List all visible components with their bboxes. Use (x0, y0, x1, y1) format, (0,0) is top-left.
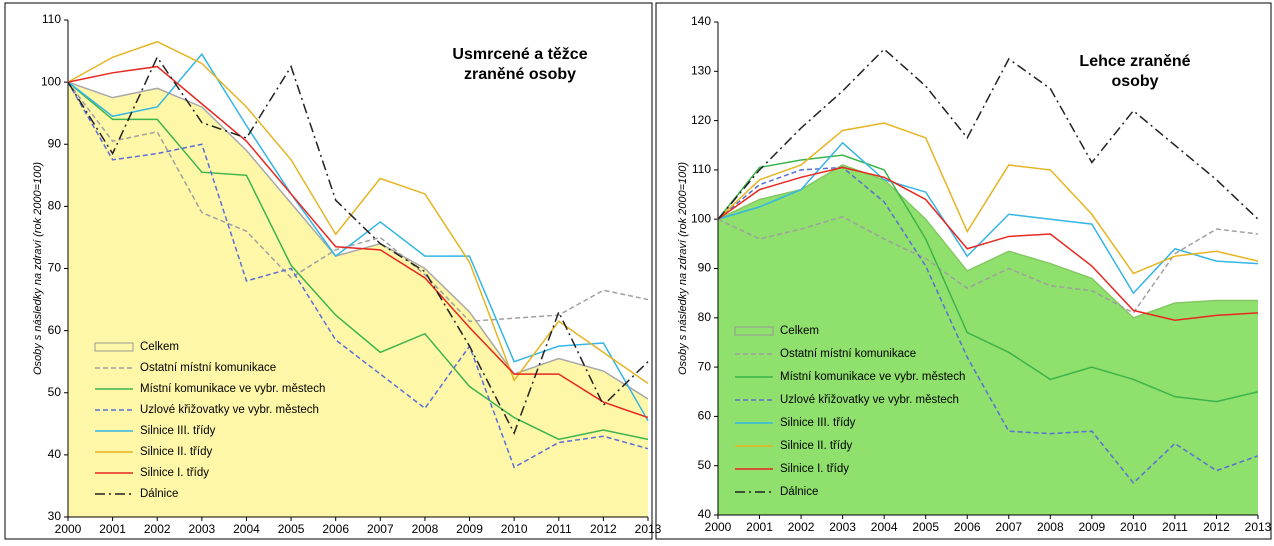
x-tick-label: 2011 (1162, 520, 1188, 534)
y-tick-label: 80 (698, 310, 712, 324)
area (718, 164, 1258, 515)
area-outline (67, 81, 649, 400)
x-tick-label: 2011 (546, 522, 572, 536)
legend-label: Místní komunikace ve vybr. městech (140, 383, 325, 395)
line (67, 81, 649, 469)
y-tick-label: 100 (41, 74, 61, 88)
y-tick-label: 80 (48, 199, 62, 213)
y-axis-label: Osoby s následky na zdraví (rok 2000=100… (32, 162, 44, 375)
line (717, 166, 1259, 485)
legend-label: Ostatní místní komunikace (140, 362, 276, 374)
y-tick-label: 70 (48, 261, 62, 275)
x-tick-label: 2008 (412, 522, 439, 536)
legend-label: Dálnice (780, 486, 818, 498)
legend-label: Silnice II. třídy (780, 440, 852, 452)
chart-title: zraněné osoby (464, 66, 576, 83)
x-tick-label: 2000 (55, 522, 82, 536)
area (68, 82, 648, 517)
x-tick-label: 2012 (1203, 520, 1230, 534)
x-tick-label: 2012 (590, 522, 617, 536)
line (67, 65, 649, 419)
y-tick-label: 110 (42, 12, 61, 26)
line (67, 81, 649, 441)
x-tick-label: 2008 (1037, 520, 1064, 534)
legend-label: Celkem (140, 341, 179, 353)
x-tick-label: 2009 (1078, 520, 1105, 534)
x-tick-label: 2010 (1120, 520, 1147, 534)
y-tick-label: 40 (698, 507, 712, 521)
legend-label: Silnice III. třídy (780, 417, 856, 429)
line (717, 215, 1259, 314)
y-tick-label: 120 (691, 113, 711, 127)
legend-label: Uzlové křižovatky ve vybr. městech (780, 394, 959, 406)
legend-label: Místní komunikace ve vybr. městech (780, 371, 965, 383)
x-tick-label: 2000 (705, 520, 732, 534)
y-tick-label: 100 (691, 211, 711, 225)
x-tick-label: 2007 (367, 522, 394, 536)
y-tick-label: 90 (698, 261, 712, 275)
line (717, 141, 1259, 295)
line (717, 122, 1259, 275)
x-tick-label: 2004 (233, 522, 260, 536)
legend-label: Celkem (780, 325, 819, 337)
legend-label: Uzlové křižovatky ve vybr. městech (140, 404, 319, 416)
y-tick-label: 50 (48, 385, 62, 399)
x-tick-label: 2006 (322, 522, 349, 536)
legend-label: Silnice I. třídy (780, 463, 849, 475)
x-tick-label: 2004 (871, 520, 898, 534)
line (67, 52, 649, 422)
line (717, 48, 1259, 220)
x-tick-label: 2001 (99, 522, 126, 536)
y-tick-label: 70 (698, 359, 712, 373)
x-tick-label: 2001 (746, 520, 773, 534)
legend-label: Silnice II. třídy (140, 446, 212, 458)
y-tick-label: 40 (48, 447, 62, 461)
chart-title: osoby (1111, 73, 1158, 90)
y-tick-label: 30 (48, 509, 62, 523)
y-tick-label: 50 (698, 458, 712, 472)
legend-swatch (94, 342, 134, 352)
x-tick-label: 2003 (829, 520, 856, 534)
y-tick-label: 60 (48, 323, 62, 337)
chart-title: Usmrcené a těžce (452, 46, 587, 63)
x-tick-label: 2002 (144, 522, 171, 536)
legend-label: Silnice III. třídy (140, 425, 216, 437)
legend-swatch (734, 326, 774, 336)
x-tick-label: 2010 (501, 522, 528, 536)
line (67, 81, 649, 323)
y-tick-label: 130 (691, 63, 711, 77)
line (67, 55, 649, 435)
y-axis-label: Osoby s následky na zdraví (rok 2000=100… (677, 162, 689, 375)
y-tick-label: 110 (692, 162, 711, 176)
x-tick-label: 2013 (1245, 520, 1272, 534)
chart-title: Lehce zraněné (1079, 53, 1190, 70)
x-tick-label: 2002 (788, 520, 815, 534)
x-tick-label: 2007 (995, 520, 1022, 534)
x-tick-label: 2013 (635, 522, 662, 536)
y-tick-label: 60 (698, 409, 712, 423)
x-tick-label: 2005 (912, 520, 939, 534)
x-tick-label: 2006 (954, 520, 981, 534)
legend-label: Dálnice (140, 488, 178, 500)
y-tick-label: 90 (48, 136, 62, 150)
area-outline (717, 164, 1258, 319)
x-tick-label: 2009 (456, 522, 483, 536)
legend-label: Ostatní místní komunikace (780, 348, 916, 360)
legend-label: Silnice I. třídy (140, 467, 209, 479)
x-tick-label: 2005 (278, 522, 305, 536)
y-tick-label: 140 (691, 14, 711, 28)
x-tick-label: 2003 (188, 522, 215, 536)
line (717, 166, 1259, 322)
